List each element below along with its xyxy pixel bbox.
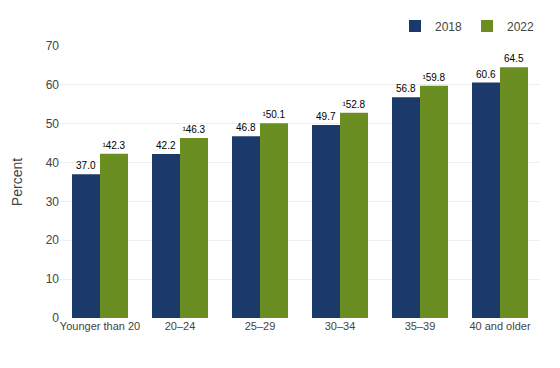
svg-text:49.7: 49.7 xyxy=(316,111,336,122)
svg-text:30: 30 xyxy=(46,195,60,209)
svg-text:¹46.3: ¹46.3 xyxy=(182,124,205,135)
svg-text:50: 50 xyxy=(46,117,60,131)
svg-text:0: 0 xyxy=(52,311,59,325)
svg-text:60.6: 60.6 xyxy=(476,69,496,80)
svg-text:¹59.8: ¹59.8 xyxy=(422,72,445,83)
svg-text:56.8: 56.8 xyxy=(396,83,416,94)
svg-text:2018: 2018 xyxy=(435,20,462,34)
svg-text:70: 70 xyxy=(46,39,60,53)
svg-text:Percent: Percent xyxy=(9,158,25,206)
svg-text:30–34: 30–34 xyxy=(325,320,356,332)
svg-text:25–29: 25–29 xyxy=(245,320,276,332)
svg-text:20–24: 20–24 xyxy=(165,320,196,332)
svg-text:46.8: 46.8 xyxy=(236,122,256,133)
svg-text:42.2: 42.2 xyxy=(156,140,176,151)
svg-text:40: 40 xyxy=(46,156,60,170)
svg-text:Younger than 20: Younger than 20 xyxy=(60,320,140,332)
svg-text:¹50.1: ¹50.1 xyxy=(262,109,285,120)
svg-text:37.0: 37.0 xyxy=(76,160,96,171)
svg-text:10: 10 xyxy=(46,272,60,286)
svg-text:20: 20 xyxy=(46,233,60,247)
svg-text:¹52.8: ¹52.8 xyxy=(342,99,365,110)
svg-text:60: 60 xyxy=(46,78,60,92)
svg-text:64.5: 64.5 xyxy=(504,53,524,64)
svg-text:35–39: 35–39 xyxy=(405,320,436,332)
svg-text:2022: 2022 xyxy=(507,20,534,34)
svg-text:40 and older: 40 and older xyxy=(469,320,530,332)
svg-text:¹42.3: ¹42.3 xyxy=(102,140,125,151)
